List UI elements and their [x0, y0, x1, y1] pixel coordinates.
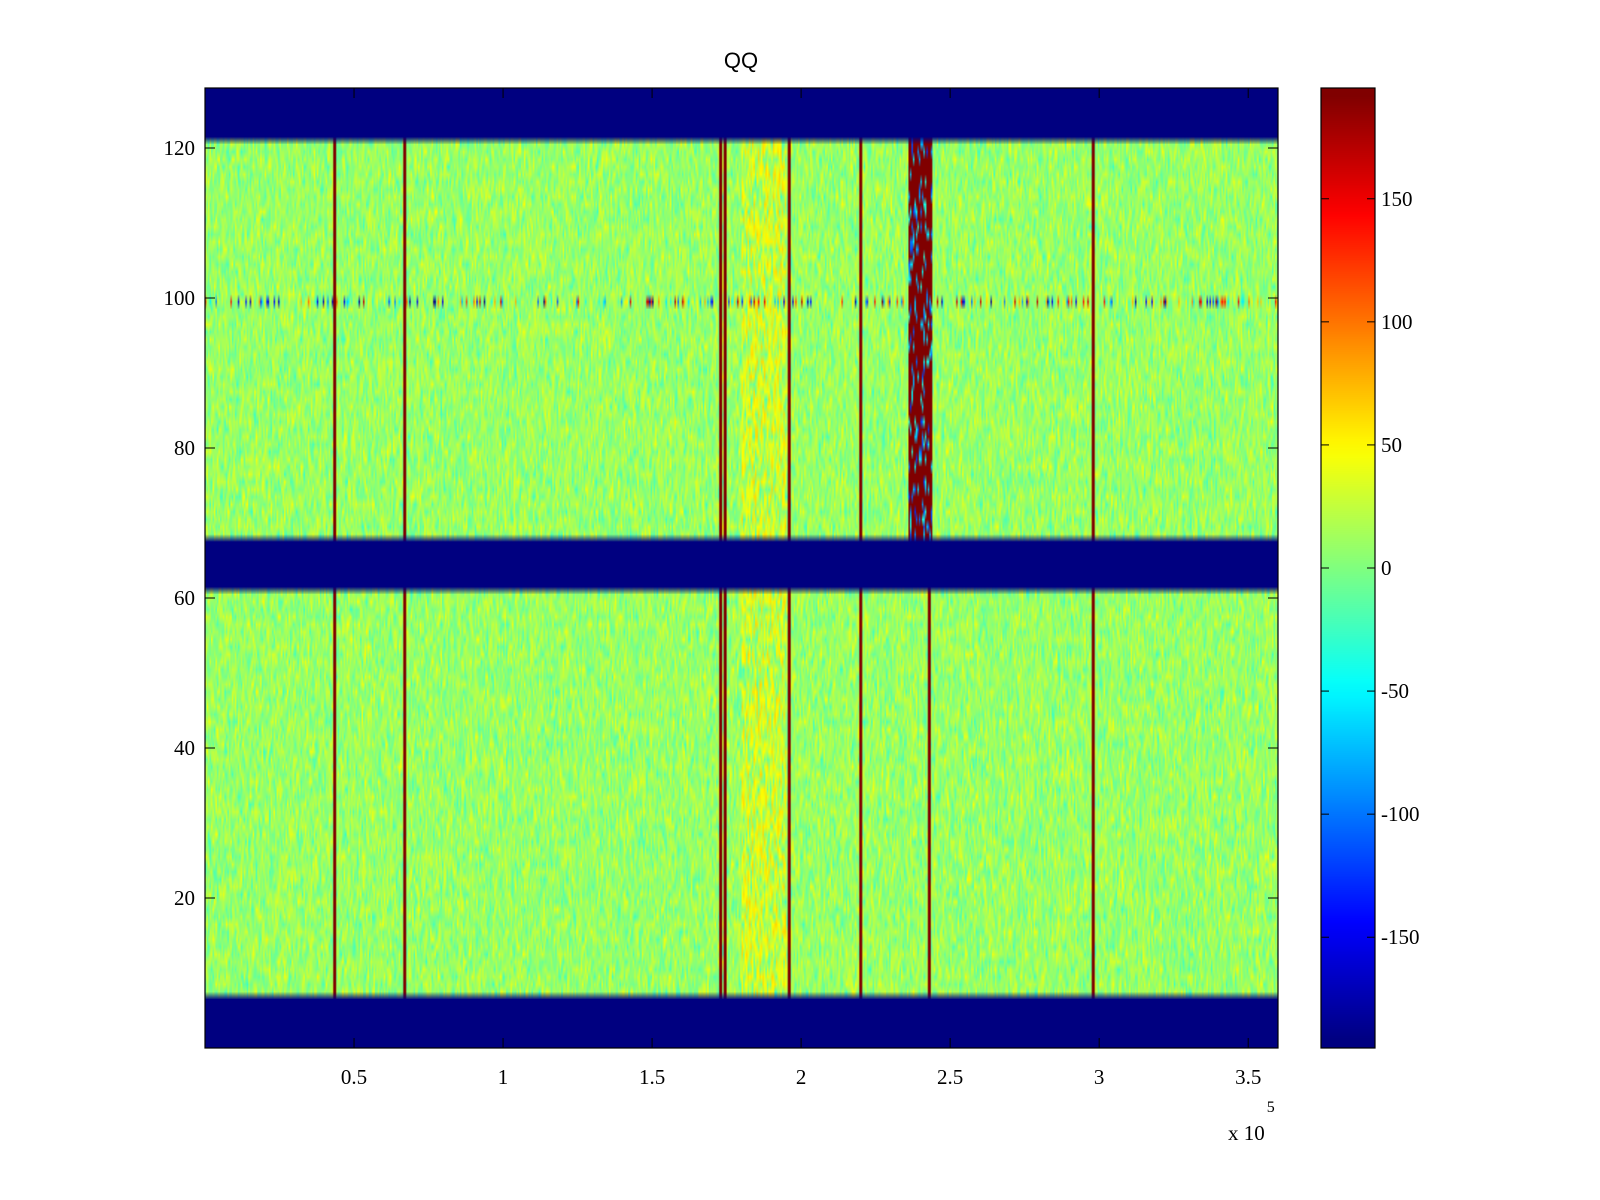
colorbar: -150 -100 -50 0 50 100 150 — [1320, 87, 1420, 1049]
plot-frame — [204, 87, 1279, 1049]
chart-title: QQ — [724, 48, 758, 73]
colorbar-tick-label: -150 — [1381, 925, 1420, 949]
heatmap-image — [205, 88, 1278, 1048]
colorbar-tick-label: 150 — [1381, 187, 1413, 211]
y-tick-label: 100 — [164, 286, 196, 310]
colorbar-tick-label: 100 — [1381, 310, 1413, 334]
x-tick-label: 1 — [498, 1065, 509, 1089]
x-tick-label: 3 — [1094, 1065, 1105, 1089]
plot-area: 0.5 1 1.5 2 2.5 3 3.5 20 40 60 80 100 120 — [164, 87, 1279, 1089]
colorbar-tick-label: -50 — [1381, 679, 1409, 703]
colorbar-tick-label: 0 — [1381, 556, 1392, 580]
colorbar-ticks: -150 -100 -50 0 50 100 150 — [1321, 187, 1420, 949]
y-axis-ticks: 20 40 60 80 100 120 — [164, 136, 1278, 910]
x-exponent-power: 5 — [1267, 1099, 1275, 1116]
colorbar-tick-label: 50 — [1381, 433, 1402, 457]
y-tick-label: 60 — [174, 586, 195, 610]
x-axis-ticks: 0.5 1 1.5 2 2.5 3 3.5 — [341, 88, 1261, 1089]
x-tick-label: 2 — [796, 1065, 807, 1089]
y-tick-label: 40 — [174, 736, 195, 760]
x-tick-label: 3.5 — [1235, 1065, 1261, 1089]
colorbar-tick-label: -100 — [1381, 802, 1420, 826]
y-tick-label: 80 — [174, 436, 195, 460]
y-tick-label: 120 — [164, 136, 196, 160]
x-tick-label: 2.5 — [937, 1065, 963, 1089]
y-tick-label: 20 — [174, 886, 195, 910]
x-tick-label: 1.5 — [639, 1065, 665, 1089]
x-exponent-label: x 105 — [1228, 1099, 1275, 1145]
x-tick-label: 0.5 — [341, 1065, 367, 1089]
colorbar-image — [1321, 88, 1375, 1048]
